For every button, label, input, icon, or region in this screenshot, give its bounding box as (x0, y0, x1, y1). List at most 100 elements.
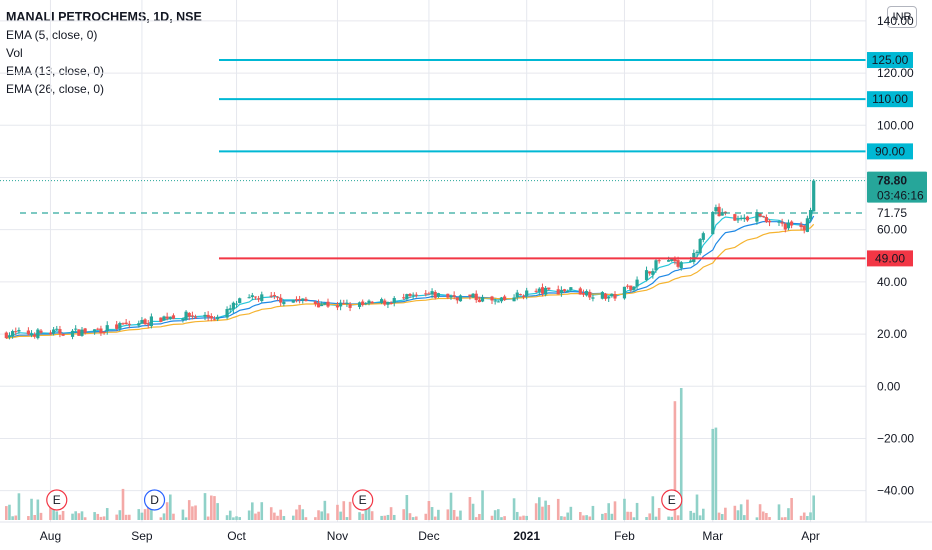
volume-bar (257, 511, 260, 520)
event-marker[interactable]: E (46, 489, 68, 511)
candle-body (742, 217, 746, 220)
volume-bar (478, 513, 481, 520)
volume-bar (143, 509, 147, 520)
candle-body (559, 289, 563, 294)
candle-body (427, 293, 431, 295)
candle-body (11, 331, 15, 337)
candle-body (607, 296, 611, 299)
candle-body (74, 328, 78, 330)
volume-bar (433, 516, 437, 520)
volume-bar (780, 517, 784, 520)
volume-bar (566, 512, 569, 520)
candle-body (137, 323, 141, 326)
hline-badge (867, 250, 913, 267)
candle-body (689, 260, 693, 262)
candle-body (181, 318, 185, 321)
volume-bar (673, 401, 677, 520)
volume-bar (8, 504, 11, 520)
horizontal-lines[interactable] (0, 59, 866, 260)
candle-body (758, 213, 762, 217)
candle-body (96, 328, 100, 330)
event-marker[interactable]: D (143, 489, 166, 511)
candle-body (339, 302, 343, 307)
candle-body (121, 323, 125, 325)
candle-body (316, 302, 321, 308)
volume-bar (169, 494, 172, 520)
time-tick-label: Feb (614, 529, 635, 543)
legend-ema5[interactable]: EMA (5, close, 0) (6, 28, 98, 42)
volume-bar (276, 515, 279, 520)
candle-body (231, 302, 235, 310)
volume-bar (52, 507, 55, 520)
previous-close-badge (867, 205, 913, 222)
candle-body (695, 251, 699, 253)
volume-bar (702, 508, 705, 520)
candle-body (477, 299, 481, 303)
volume-bar (348, 501, 352, 520)
candle-body (701, 233, 705, 240)
volume-bar (213, 496, 216, 520)
candle-body (301, 298, 305, 301)
candle-body (755, 212, 759, 222)
volume-bar (367, 506, 371, 520)
legend-ema13[interactable]: EMA (13, close, 0) (6, 64, 105, 78)
candle-body (203, 314, 207, 317)
currency-button[interactable]: INR (887, 6, 917, 28)
event-marker[interactable]: E (352, 489, 374, 511)
legend-ema26[interactable]: EMA (26, close, 0) (6, 82, 105, 96)
event-marker-circle (661, 489, 683, 511)
price-tick-label: 60.00 (877, 223, 907, 237)
candle-body (657, 260, 661, 262)
volume-bar (591, 505, 595, 520)
candle-body (471, 293, 475, 298)
candle-body (711, 212, 715, 235)
volume-bar (71, 513, 74, 520)
volume-bar (585, 515, 588, 520)
volume-bar (301, 509, 305, 520)
candle-body (805, 218, 809, 232)
volume-bar (556, 498, 560, 520)
volume-bar (411, 517, 415, 520)
volume-bar (534, 503, 538, 520)
hline-badge (867, 52, 913, 69)
candle-body (717, 206, 721, 217)
volume-bar (648, 513, 651, 520)
price-tick-label: 120.00 (877, 66, 914, 80)
candle-body (171, 315, 176, 319)
volume-bar (361, 513, 364, 520)
volume-bar (137, 509, 141, 520)
candle-body (118, 323, 122, 329)
time-axis[interactable]: Aug Sep Oct Nov Dec 2021 Feb Mar Apr (0, 521, 932, 543)
candle-body (629, 285, 633, 290)
volume-bar (96, 513, 100, 520)
volume-bar (698, 515, 702, 520)
candle-body (335, 305, 340, 308)
volume-bar (165, 502, 169, 520)
candle-body (149, 316, 153, 327)
candle-body (667, 260, 671, 262)
candle-body (323, 302, 327, 305)
volume-bar (629, 511, 633, 520)
volume-bar (607, 503, 610, 520)
legend-volume[interactable]: Vol (6, 46, 23, 60)
volume-bar (626, 511, 629, 520)
volume-bar (408, 513, 412, 520)
candle-body (4, 332, 8, 339)
candle-body (61, 334, 65, 336)
volume-bar (235, 516, 238, 520)
candle-body (238, 298, 242, 303)
candle-body (77, 329, 81, 336)
volume-bar (210, 495, 213, 520)
event-marker[interactable]: E (661, 489, 683, 511)
candle-body (26, 330, 30, 335)
volume-bar (74, 511, 77, 520)
candle-body (257, 298, 261, 300)
candle-body (733, 214, 737, 221)
volume-bar (342, 501, 346, 520)
volume-bar (194, 505, 197, 520)
candle-body (370, 301, 374, 304)
volume-bar (481, 490, 484, 520)
volume-bar (336, 504, 339, 520)
